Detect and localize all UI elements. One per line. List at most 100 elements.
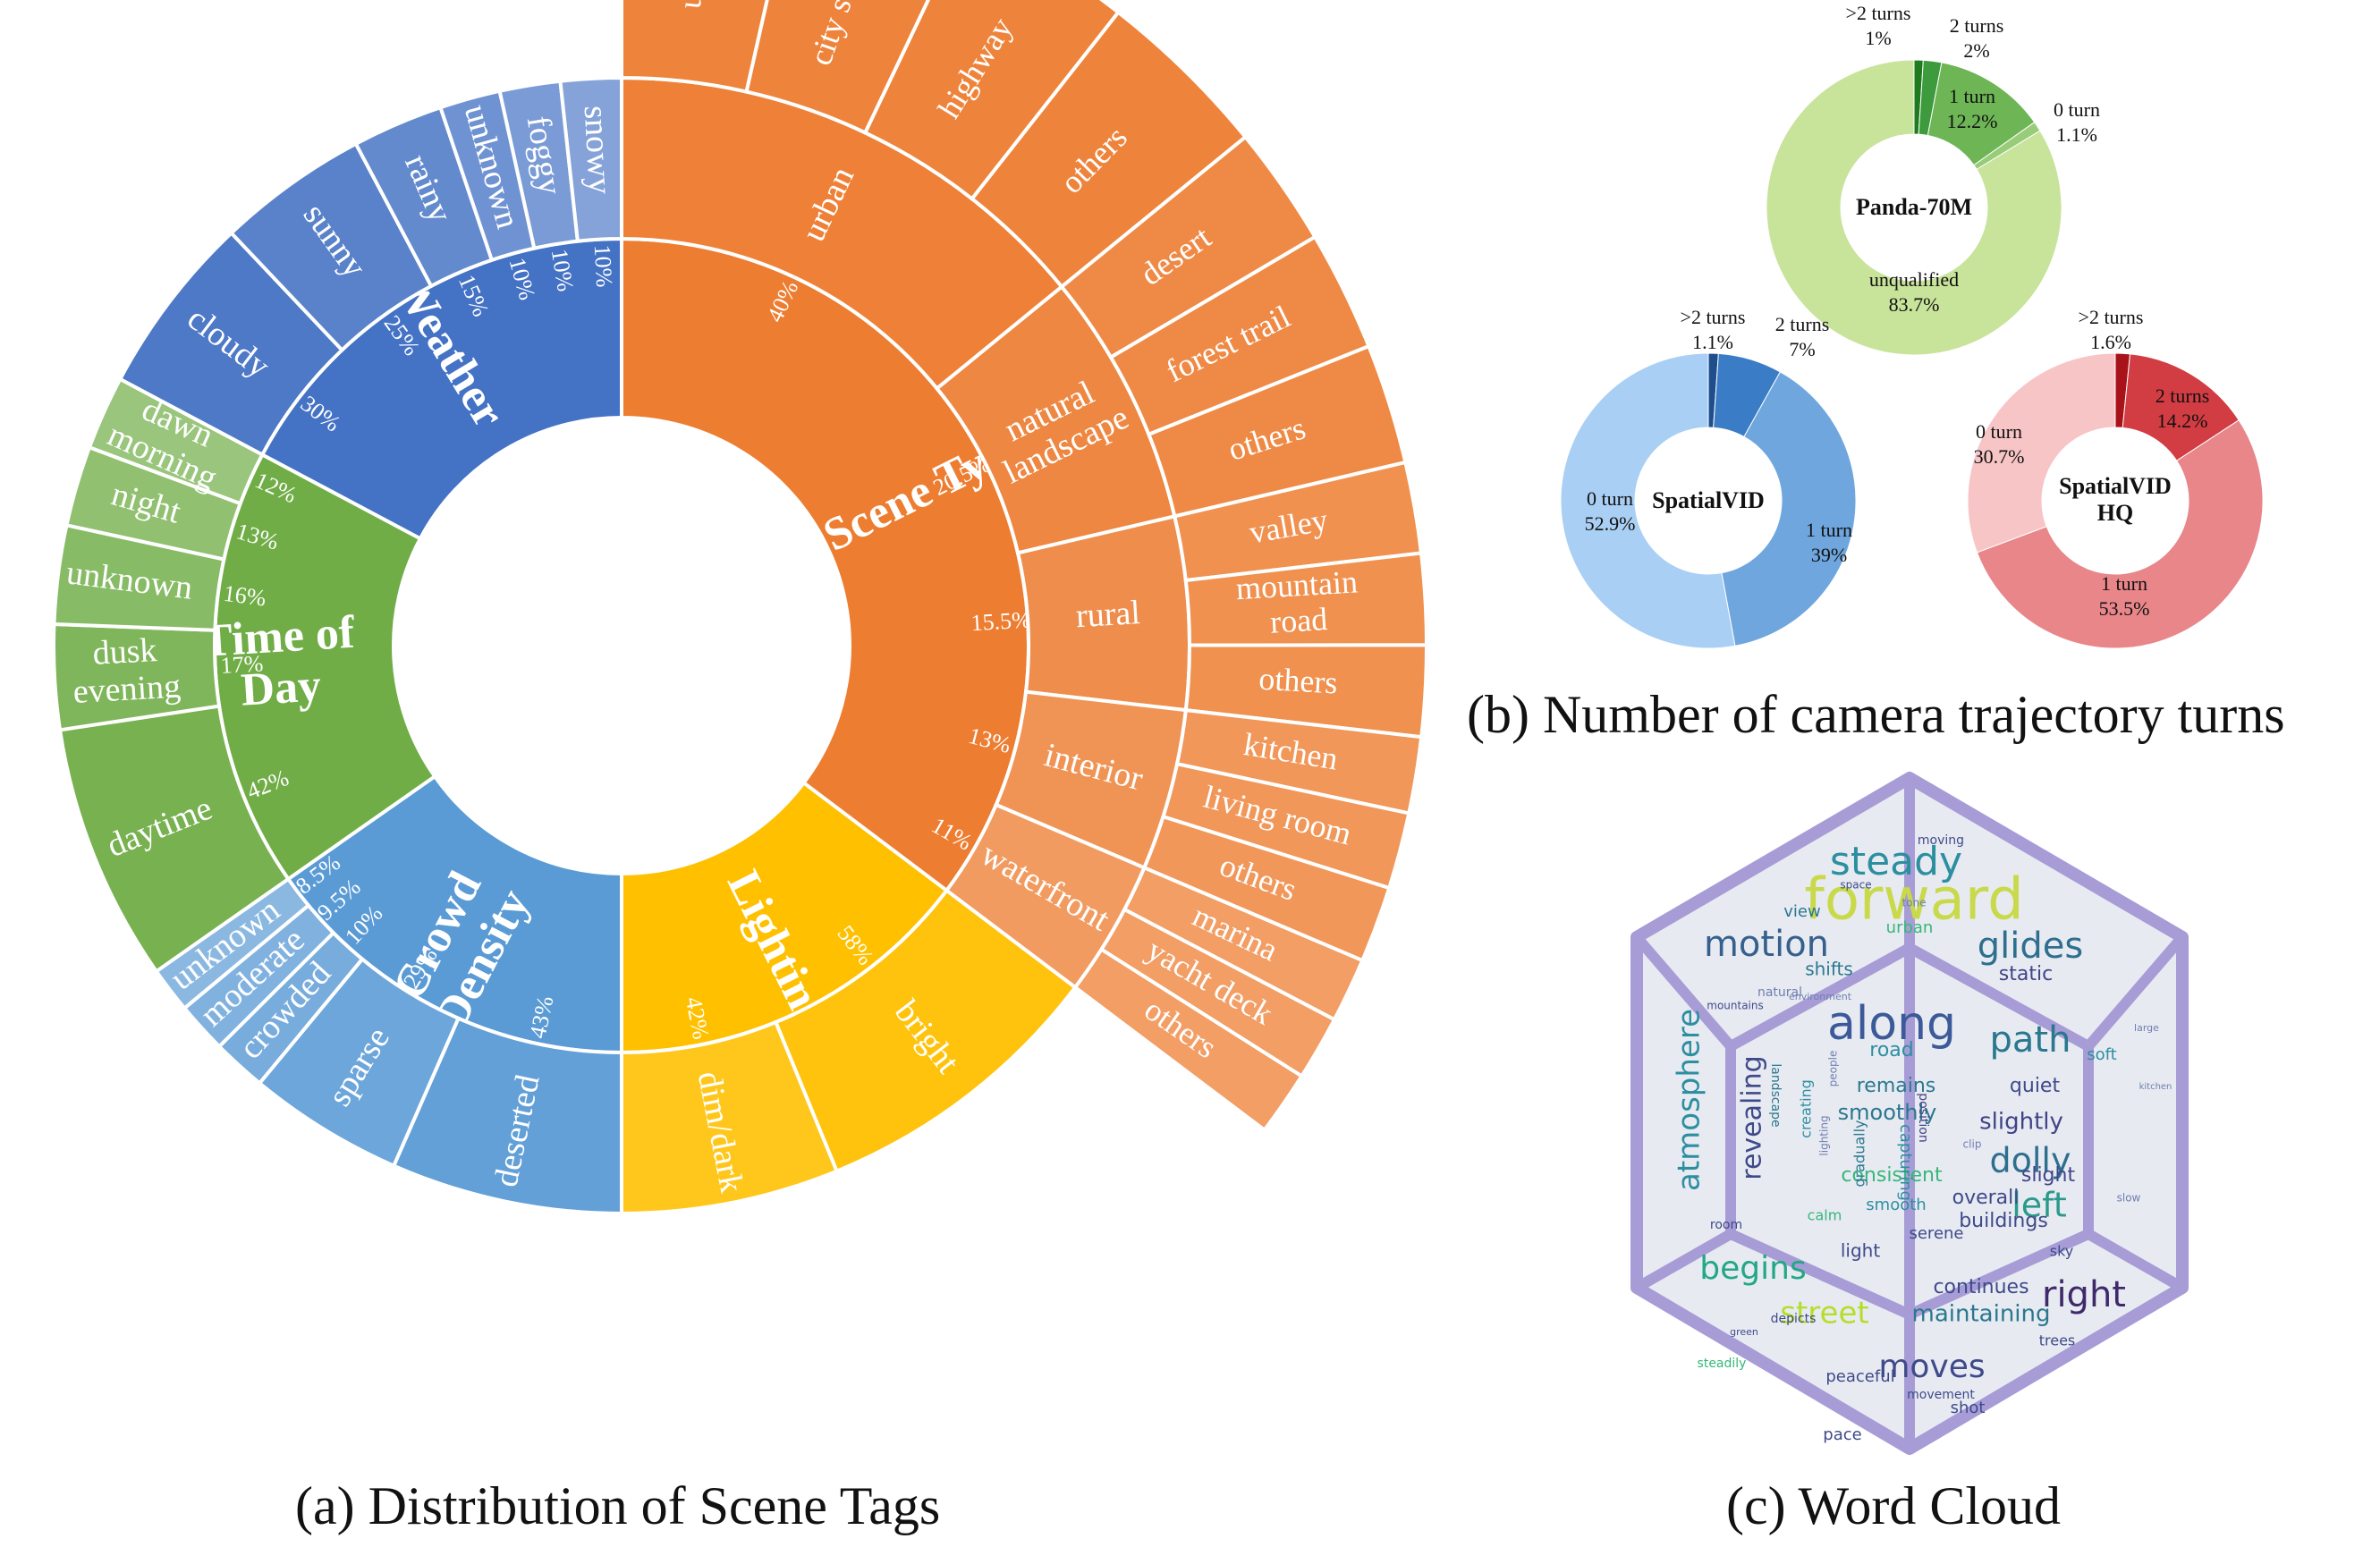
percent-label: 16%: [222, 580, 267, 612]
word-cloud-word: clip: [1963, 1138, 1982, 1151]
word-cloud-word: soft: [2087, 1045, 2116, 1064]
word-cloud-word: peaceful: [1825, 1367, 1894, 1386]
word-cloud-word: capturing: [1896, 1124, 1915, 1201]
word-cloud-word: maintaining: [1912, 1301, 2051, 1328]
word-cloud-word: revealing: [1737, 1055, 1768, 1179]
word-cloud-word: steadily: [1698, 1357, 1747, 1371]
donut-title: Panda-70M: [1856, 194, 1972, 220]
word-cloud-word: large: [2134, 1022, 2159, 1034]
label-line: mountain: [1235, 564, 1359, 607]
percent-label: 15.5%: [970, 606, 1032, 636]
word-cloud-word: motion: [1704, 924, 1829, 965]
word-cloud-word: people: [1827, 1051, 1840, 1087]
word-cloud-word: space: [1840, 879, 1871, 892]
word-cloud-word: forward: [1804, 867, 2023, 934]
word-cloud-word: creating: [1798, 1079, 1815, 1138]
percent-label: 10%: [589, 244, 618, 288]
donut-slice-label: 0 turn 1.1%: [2054, 98, 2100, 146]
donut-title: SpatialVID HQ: [2059, 473, 2172, 526]
slice-name: 0 turn: [2054, 98, 2100, 121]
word-cloud-word: shot: [1951, 1399, 1986, 1417]
donut-title-line: SpatialVID: [1652, 487, 1765, 513]
word-cloud-word: movement: [1907, 1388, 1975, 1402]
subcategory-label: duskevening: [70, 630, 182, 710]
label-line: dusk: [92, 631, 158, 672]
slice-name: >2 turns: [2079, 306, 2144, 328]
word-cloud-word: buildings: [1959, 1210, 2048, 1232]
slice-name: 2 turns: [1775, 313, 1830, 335]
donut-slice: [1560, 352, 1736, 649]
donut-slice-label: 2 turns 2%: [1950, 14, 2004, 62]
donut-slice-label: >2 turns 1.1%: [1681, 306, 1746, 353]
donut-spatialvid: >2 turns 1.1% 2 turns 7% 1 turn 39% 0 turn 52.9…: [1560, 306, 1857, 649]
subcategory-label: snowy: [577, 105, 619, 195]
word-cloud-word: static: [1999, 963, 2053, 985]
label-line: Day: [240, 660, 323, 715]
word-cloud-word: trees: [2039, 1332, 2076, 1349]
slice-name: >2 turns: [1681, 306, 1746, 328]
donut-slice-label: >2 turns 1%: [1846, 2, 1911, 49]
word-cloud-word: tone: [1901, 897, 1926, 909]
slice-percent: 1.1%: [2056, 123, 2097, 146]
donut-slice-label: 2 turns 7%: [1775, 313, 1830, 360]
word-cloud-word: along: [1827, 997, 1956, 1051]
word-cloud-word: slight: [2021, 1164, 2076, 1187]
cube-edge: [1904, 1229, 2094, 1320]
word-cloud-word: light: [1841, 1240, 1880, 1262]
word-cloud-word: slow: [2117, 1192, 2141, 1205]
cube-edge: [2083, 1229, 2188, 1293]
caption-word-cloud: (c) Word Cloud: [1726, 1476, 2062, 1535]
word-cloud-word: right: [2042, 1274, 2126, 1315]
donut-slice: [1721, 371, 1857, 647]
slice-percent: 1.6%: [2090, 331, 2131, 353]
cube-edge: [1725, 1229, 1915, 1320]
slice-percent: 39%: [1811, 544, 1847, 566]
donut-spatialvid-hq: >2 turns 1.6% 2 turns 14.2% 1 turn 53.5% 0 tur…: [1967, 306, 2264, 649]
donut-slice-label: >2 turns 1.6%: [2079, 306, 2144, 353]
word-cloud-word: begins: [1699, 1250, 1806, 1287]
word-cloud-word: moves: [1878, 1348, 1985, 1385]
word-cloud-word: smooth: [1866, 1196, 1926, 1214]
donut-slice-label: 1 turn 39%: [1806, 519, 1852, 566]
slice-name: 0 turn: [1587, 487, 1633, 510]
caption-scene-tags: (a) Distribution of Scene Tags: [295, 1476, 941, 1535]
cube-edge: [1904, 943, 2094, 1052]
word-cloud-word: glides: [1978, 926, 2083, 967]
donut-title-line: Panda-70M: [1856, 194, 1972, 220]
donut-title: SpatialVID: [1652, 487, 1765, 513]
word-cloud-word: position: [1916, 1093, 1930, 1142]
slice-name: 2 turns: [1950, 14, 2004, 37]
leaf-arc: [620, 0, 769, 94]
word-cloud-word: lighting: [1818, 1115, 1831, 1155]
slice-name: 1 turn: [1806, 519, 1852, 541]
word-cloud-word: shifts: [1805, 959, 1853, 980]
donut-slice-label: unqualified 83.7%: [1869, 268, 1959, 316]
word-cloud-word: view: [1783, 902, 1820, 921]
label-line: evening: [72, 667, 182, 711]
word-cloud-word: slightly: [1979, 1109, 2063, 1136]
cube-edge: [2083, 932, 2188, 1052]
caption-trajectory-turns: (b) Number of camera trajectory turns: [1467, 685, 2285, 744]
word-cloud-word: pace: [1823, 1425, 1861, 1444]
slice-name: 2 turns: [2156, 385, 2210, 407]
slice-percent: 1%: [1865, 27, 1891, 49]
donut-title-line: SpatialVID: [2059, 473, 2172, 499]
donut-slice-label: 0 turn 52.9%: [1585, 487, 1636, 535]
slice-percent: 7%: [1789, 338, 1815, 360]
slice-percent: 53.5%: [2099, 597, 2150, 620]
word-cloud-word: depicts: [1771, 1312, 1817, 1326]
sunburst-hole: [394, 418, 850, 874]
cube-edge: [1725, 943, 1915, 1052]
word-cloud-word: landscape: [1768, 1063, 1783, 1127]
label-line: Time of: [200, 607, 357, 667]
word-cloud-word: urban: [1886, 918, 1934, 937]
word-cloud-word: road: [1869, 1039, 1913, 1061]
donut-slice: [1967, 352, 2116, 554]
percent-label: 17%: [220, 650, 264, 679]
slice-name: unqualified: [1869, 268, 1959, 291]
word-cloud-word: kitchen: [2139, 1082, 2172, 1092]
slice-percent: 2%: [1963, 39, 1989, 62]
slice-name: 1 turn: [2101, 572, 2147, 595]
